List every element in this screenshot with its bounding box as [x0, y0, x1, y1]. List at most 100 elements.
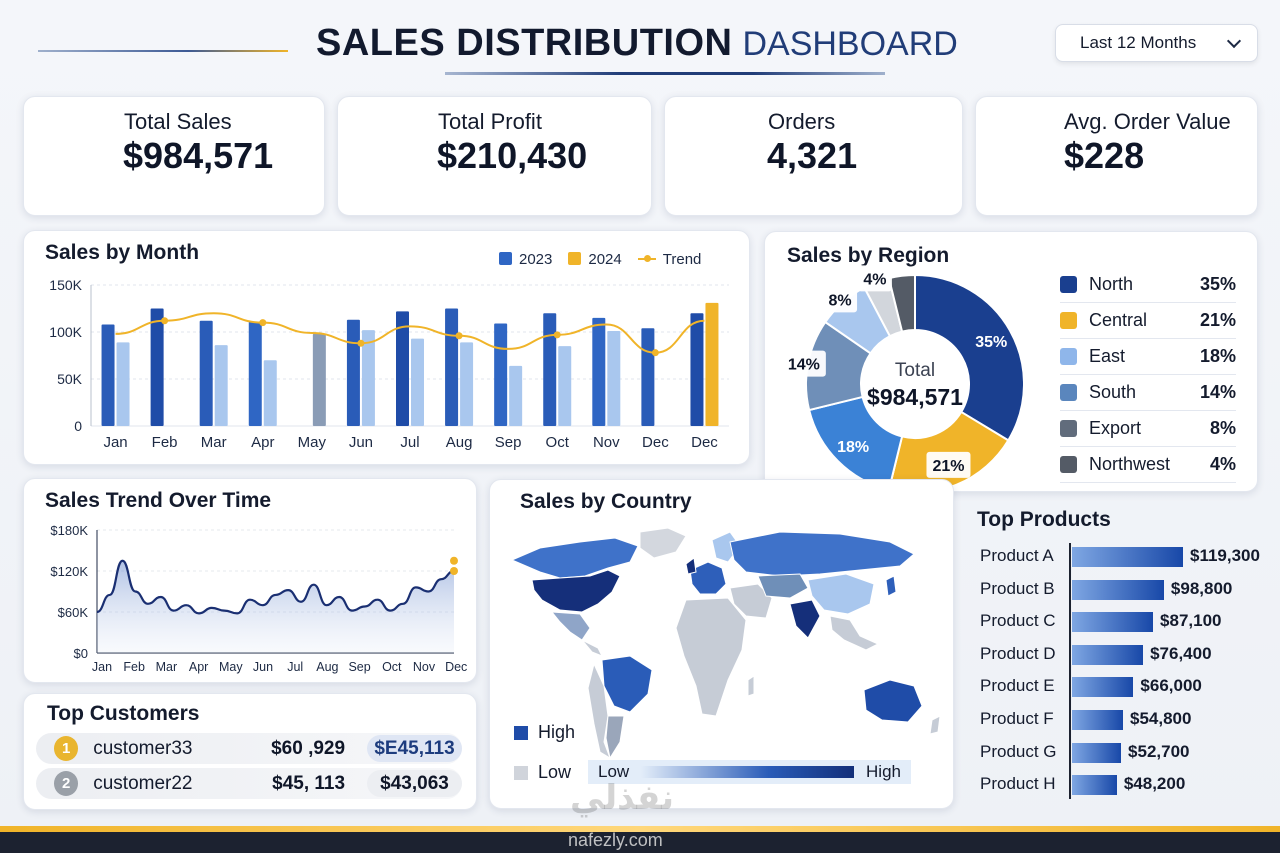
x-tick-label: Feb — [123, 660, 145, 674]
x-tick-label: Dec — [445, 660, 467, 674]
map-region-china — [807, 573, 875, 615]
map-region-madagascar — [747, 675, 755, 697]
x-tick-label: Mar — [201, 434, 227, 451]
legend-swatch — [1060, 348, 1077, 365]
period-dropdown-label: Last 12 Months — [1080, 33, 1197, 52]
bar-2024 — [214, 345, 228, 426]
product-value: $87,100 — [1160, 611, 1222, 631]
sales-by-country-card: Sales by Country High Low Low High — [489, 479, 954, 809]
region-percent: 8% — [1209, 418, 1236, 438]
x-tick-label: Apr — [251, 434, 274, 451]
slice-label: 8% — [823, 286, 858, 313]
scale-high-label: High — [866, 762, 901, 781]
slice-label-bg — [823, 286, 858, 313]
map-region-india — [789, 599, 821, 639]
x-tick-label: Nov — [413, 660, 436, 674]
customer-row[interactable]: 1 customer33 $60 ,929 $E45,113 — [36, 733, 462, 764]
slice-label-text: 14% — [788, 357, 820, 374]
product-bar — [1072, 612, 1154, 633]
product-label: Product D — [980, 643, 1056, 663]
bar-2023 — [445, 308, 459, 426]
map-legend-high: High — [514, 722, 575, 743]
trend-line — [96, 559, 455, 615]
kpi-card-orders[interactable]: Orders 4,321 — [664, 96, 963, 216]
product-value: $119,300 — [1190, 546, 1260, 565]
map-region-mexico — [550, 611, 591, 641]
x-tick-label: Feb — [152, 434, 178, 451]
legend-swatch — [1060, 384, 1077, 401]
map-region-brazil — [601, 655, 653, 713]
scale-low-label: Low — [598, 762, 630, 781]
legend-item-trend: Trend — [637, 251, 701, 268]
card-title: Sales by Region — [787, 244, 950, 267]
y-tick-label: $60K — [58, 605, 89, 620]
product-label: Product A — [980, 546, 1054, 565]
x-tick-label: Jul — [400, 434, 419, 451]
x-tick-label: Apr — [189, 660, 208, 674]
sales-trend-chart: $0 $60K $120K $180K Jan Feb Mar Apr May Jun Jul Aug… — [50, 523, 467, 674]
legend-swatch — [1060, 276, 1077, 293]
trend-highlight-point — [450, 556, 458, 565]
x-tick-label: Nov — [593, 434, 620, 451]
bar-2023 — [690, 313, 704, 426]
trend-point — [357, 339, 365, 347]
kpi-card-total-sales[interactable]: Total Sales $984,571 — [23, 96, 325, 216]
customer-value-secondary: $E45,113 — [367, 735, 462, 762]
x-tick-label: May — [298, 434, 327, 451]
bar-2024 — [460, 342, 474, 426]
region-legend-row: Central 21% — [1060, 303, 1236, 339]
map-region-canada — [510, 537, 639, 579]
period-dropdown[interactable]: Last 12 Months — [1055, 24, 1258, 62]
map-legend-low: Low — [514, 762, 571, 783]
trend-point — [553, 331, 561, 339]
region-name: South — [1089, 382, 1137, 402]
slice-label-text: 21% — [932, 458, 964, 475]
slice-label: 14% — [781, 350, 826, 377]
title-underline — [445, 72, 885, 75]
region-name: Northwest — [1089, 454, 1171, 474]
product-label: Product C — [980, 611, 1056, 631]
page-title: SALES DISTRIBUTION DASHBOARD — [316, 22, 958, 72]
x-tick-label: Oct — [382, 660, 402, 674]
trend-highlight-point — [450, 567, 458, 575]
product-value: $54,800 — [1129, 709, 1192, 728]
trend-point — [455, 332, 463, 340]
y-tick-label: 50K — [57, 371, 83, 387]
page-title-main: SALES DISTRIBUTION — [316, 22, 733, 64]
kpi-card-avg-order-value[interactable]: Avg. Order Value $228 — [975, 96, 1258, 216]
slice-label-bg — [857, 265, 892, 292]
card-title: Sales Trend Over Time — [45, 489, 272, 512]
bar-2023 — [150, 308, 164, 426]
bar-2023 — [592, 317, 606, 426]
sales-by-month-chart: 0 50K 100K 150K Jan Feb Mar Apr May Jun Jul Aug Sep O… — [49, 277, 729, 451]
header-accent-line — [38, 50, 288, 52]
customer-name: customer22 — [93, 772, 193, 794]
bar-2023 — [248, 321, 262, 426]
bar-2023 — [346, 319, 360, 426]
slice-label-text: 35% — [975, 334, 1007, 351]
x-tick-label: May — [219, 660, 243, 674]
map-region-usa — [531, 569, 621, 613]
customer-row[interactable]: 2 customer22 $45, 113 $43,063 — [36, 768, 462, 799]
page-title-sub: DASHBOARD — [742, 25, 958, 63]
kpi-card-total-profit[interactable]: Total Profit $210,430 — [337, 96, 652, 216]
map-region-uk — [685, 557, 697, 575]
trend-point — [259, 319, 267, 327]
donut-center-label: Total — [895, 360, 935, 381]
y-tick-label: 150K — [49, 277, 82, 293]
region-name: Export — [1089, 418, 1142, 438]
map-region-russia — [729, 531, 915, 577]
slice-label: 35% — [975, 334, 1007, 351]
x-tick-label: Sep — [348, 660, 370, 674]
slice-label: 18% — [837, 439, 869, 456]
legend-item-2023: 2023 — [499, 251, 552, 268]
map-region-greenland — [639, 527, 687, 559]
sales-by-region-card: Sales by Region Total $984,571 35% 21% 18% 14… — [764, 231, 1258, 493]
kpi-label: Orders — [768, 109, 836, 134]
trend-point — [161, 317, 169, 325]
trend-line — [115, 312, 705, 354]
y-tick-label: $180K — [50, 523, 88, 538]
bar-2024 — [705, 302, 719, 426]
slice-label-text: 4% — [863, 271, 886, 288]
y-tick-label: 100K — [49, 324, 82, 340]
